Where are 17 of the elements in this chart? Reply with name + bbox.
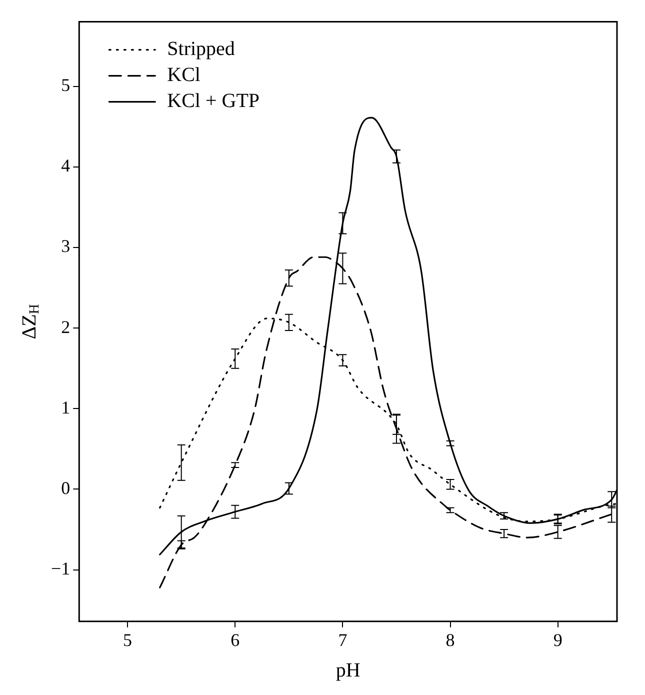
x-tick-label: 9 <box>553 630 562 650</box>
x-axis-title: pH <box>336 659 360 682</box>
y-tick-label: 0 <box>61 478 70 498</box>
y-tick-label: 5 <box>61 75 70 96</box>
x-tick-label: 8 <box>446 630 455 650</box>
y-tick-label: 1 <box>61 397 70 418</box>
legend-label: KCl + GTP <box>167 90 260 112</box>
x-tick-label: 5 <box>123 630 132 650</box>
y-tick-label: −1 <box>50 558 70 579</box>
legend-label: Stripped <box>167 38 235 60</box>
y-tick-label: 2 <box>61 316 70 337</box>
y-axis-title: ΔZH <box>18 304 43 340</box>
x-tick-label: 7 <box>338 630 348 650</box>
legend-label: KCl <box>167 64 201 86</box>
y-tick-label: 4 <box>61 156 70 176</box>
x-tick-label: 6 <box>230 630 240 650</box>
y-tick-label: 3 <box>61 236 70 256</box>
